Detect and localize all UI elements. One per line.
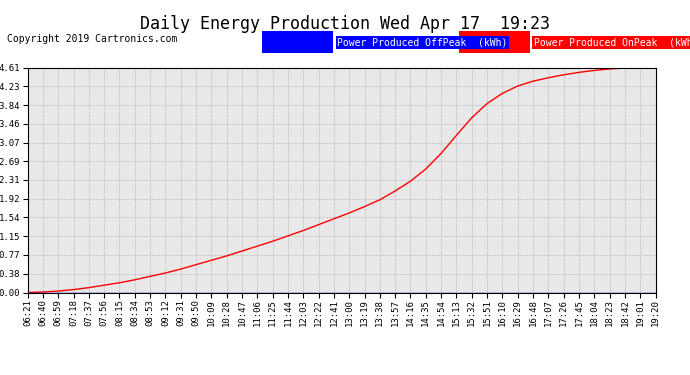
- Text: Power Produced OffPeak  (kWh): Power Produced OffPeak (kWh): [337, 37, 507, 47]
- FancyBboxPatch shape: [459, 31, 530, 53]
- Text: Copyright 2019 Cartronics.com: Copyright 2019 Cartronics.com: [7, 34, 177, 44]
- FancyBboxPatch shape: [262, 31, 333, 53]
- Text: Power Produced OnPeak  (kWh): Power Produced OnPeak (kWh): [533, 37, 690, 47]
- Text: Daily Energy Production Wed Apr 17  19:23: Daily Energy Production Wed Apr 17 19:23: [140, 15, 550, 33]
